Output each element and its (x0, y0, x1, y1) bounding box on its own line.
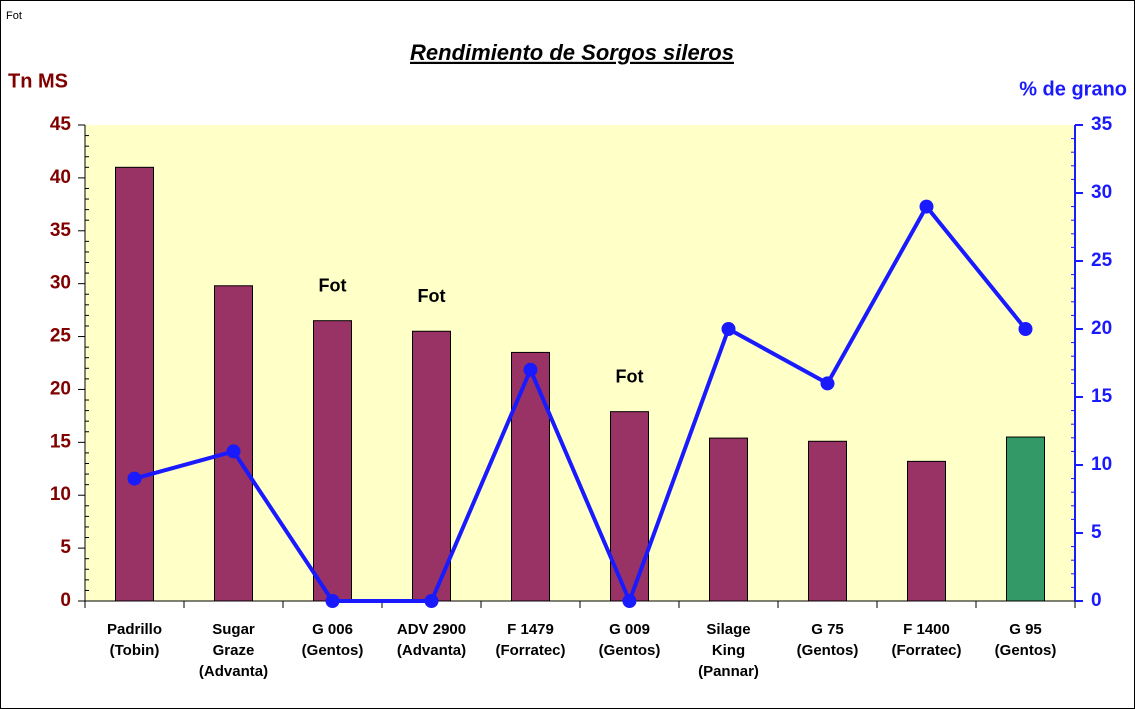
x-tick-label-line: (Gentos) (797, 642, 859, 659)
line (133, 203, 1028, 607)
x-tick-label-line: (Gentos) (599, 642, 661, 659)
y2-axis-label: % de grano (1019, 78, 1127, 100)
x-tick-label-line: G 95 (1009, 621, 1042, 638)
x-tick-label-line: F 1479 (507, 621, 554, 638)
x-tick-label-line: (Gentos) (995, 642, 1057, 659)
x-tick-label-line: G 009 (609, 621, 650, 638)
bar-label: Fot (418, 286, 446, 306)
x-tick-label-line: Padrillo (107, 621, 162, 638)
x-tick-label: G 95 (Gentos) (995, 621, 1057, 659)
y-tick-label: 10 (50, 484, 71, 505)
line-point (1018, 322, 1033, 336)
x-tick-label-line: (Forratec) (495, 642, 565, 659)
x-tick-label-line: (Advanta) (397, 642, 466, 659)
y-tick-label: 15 (50, 431, 72, 452)
line-point (424, 594, 439, 608)
y-axis-label: Tn MS (8, 70, 68, 92)
y2-tick-label: 35 (1091, 114, 1113, 135)
x-tick-label-line: (Forratec) (891, 642, 961, 659)
bar (1006, 436, 1045, 602)
x-tick-label: Silage King (Pannar) (698, 621, 759, 680)
x-tick-label-line: G 75 (811, 621, 844, 638)
bar (907, 460, 946, 602)
line-point (820, 376, 835, 391)
y-tick-label: 45 (50, 114, 72, 135)
y-tick-label: 30 (50, 273, 71, 294)
x-tick-label: F 1479 (Forratec) (495, 621, 565, 659)
corner-note: Fot (6, 10, 22, 22)
x-tick-label: F 1400 (Forratec) (891, 621, 961, 659)
line-point (127, 471, 142, 486)
x-tick-label-line: (Advanta) (199, 663, 268, 680)
bar (115, 166, 154, 602)
y-tick-label: 40 (50, 167, 71, 188)
line-point (523, 362, 538, 377)
x-tick-label-line: F 1400 (903, 621, 950, 638)
bar (412, 330, 451, 602)
line-point (721, 322, 736, 336)
line-point (919, 199, 934, 214)
line-point (622, 594, 637, 608)
x-tick-label-line: Sugar (212, 621, 255, 638)
bar (313, 320, 352, 602)
y-tick-label: 5 (60, 537, 71, 558)
bar (709, 437, 748, 602)
y2-tick-label: 0 (1091, 590, 1102, 611)
y-tick-label: 25 (50, 326, 72, 347)
y2-tick-label: 10 (1091, 454, 1112, 475)
y2-tick-label: 15 (1091, 386, 1113, 407)
y2-tick-label: 20 (1091, 318, 1112, 339)
x-tick-label-line: (Pannar) (698, 663, 759, 680)
x-tick-label: G 006 (Gentos) (302, 621, 364, 659)
chart-title: Rendimiento de Sorgos sileros (410, 40, 734, 65)
x-tick-label-line: (Gentos) (302, 642, 364, 659)
bar-label: Fot (616, 366, 644, 386)
x-tick-label: ADV 2900 (Advanta) (397, 621, 466, 659)
y-tick-label: 35 (50, 220, 72, 241)
y2-tick-label: 25 (1091, 250, 1113, 271)
x-tick-label: G 009 (Gentos) (599, 621, 661, 659)
y2-tick-label: 30 (1091, 182, 1112, 203)
x-tick-label-line: (Tobin) (110, 642, 160, 659)
bar-label: Fot (319, 275, 347, 295)
x-tick-label-line: Silage (706, 621, 750, 638)
x-tick-label: Sugar Graze (Advanta) (199, 621, 268, 680)
line-point (325, 594, 340, 608)
x-tick-label-line: Graze (213, 642, 255, 659)
line-point (226, 444, 241, 459)
bar (214, 285, 253, 602)
bar (511, 351, 550, 602)
x-tick-label: Padrillo (Tobin) (107, 621, 162, 659)
x-tick-label-line: King (712, 642, 745, 659)
x-tick-label: G 75 (Gentos) (797, 621, 859, 659)
y2-tick-label: 5 (1091, 522, 1102, 543)
x-tick-label-line: G 006 (312, 621, 353, 638)
bar (808, 440, 847, 602)
y-tick-label: 0 (60, 590, 71, 611)
y-tick-label: 20 (50, 378, 71, 399)
x-tick-label-line: ADV 2900 (397, 621, 466, 638)
